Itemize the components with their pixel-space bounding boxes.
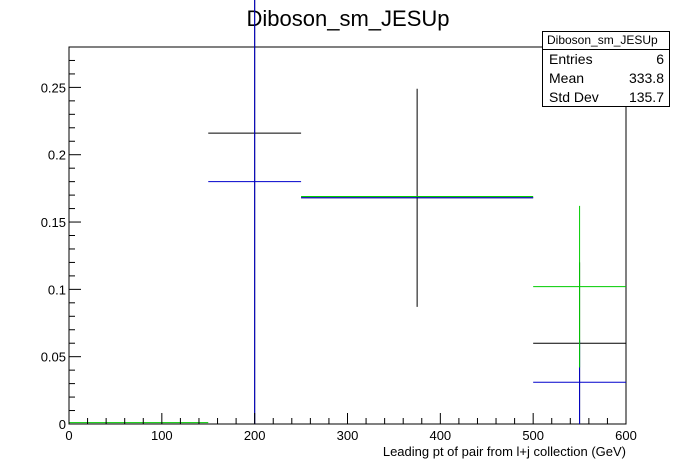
y-tick-label: 0.2 — [48, 148, 66, 163]
stats-label: Entries — [549, 51, 593, 67]
x-tick-label: 200 — [244, 428, 266, 443]
chart-title: Diboson_sm_JESUp — [247, 6, 450, 31]
x-axis: 0 100 200 300 400 500 600 — [65, 413, 637, 443]
stats-label: Std Dev — [549, 89, 599, 105]
y-tick-label: 0.05 — [41, 350, 66, 365]
stats-box: Diboson_sm_JESUp Entries 6 Mean 333.8 St… — [542, 31, 670, 107]
stats-value: 333.8 — [628, 70, 664, 86]
y-tick-label: 0.1 — [48, 282, 66, 297]
stats-value: 6 — [656, 51, 664, 67]
histogram-bins — [69, 0, 626, 424]
x-tick-label: 100 — [151, 428, 173, 443]
y-tick-label: 0.25 — [41, 80, 66, 95]
stats-row-entries: Entries 6 — [543, 50, 669, 69]
x-tick-label: 0 — [65, 428, 72, 443]
stats-value: 135.7 — [628, 89, 664, 105]
x-axis-label: Leading pt of pair from l+j collection (… — [383, 444, 626, 459]
stats-row-stddev: Std Dev 135.7 — [543, 88, 669, 107]
stats-row-mean: Mean 333.8 — [543, 69, 669, 88]
y-tick-label: 0 — [59, 417, 66, 432]
x-tick-label: 400 — [429, 428, 451, 443]
y-tick-label: 0.15 — [41, 215, 66, 230]
y-axis: 0 0.05 0.1 0.15 0.2 0.25 — [41, 46, 81, 432]
x-tick-label: 500 — [522, 428, 544, 443]
stats-title: Diboson_sm_JESUp — [543, 32, 669, 50]
x-tick-label: 600 — [615, 428, 637, 443]
x-tick-label: 300 — [337, 428, 359, 443]
stats-label: Mean — [549, 70, 585, 86]
